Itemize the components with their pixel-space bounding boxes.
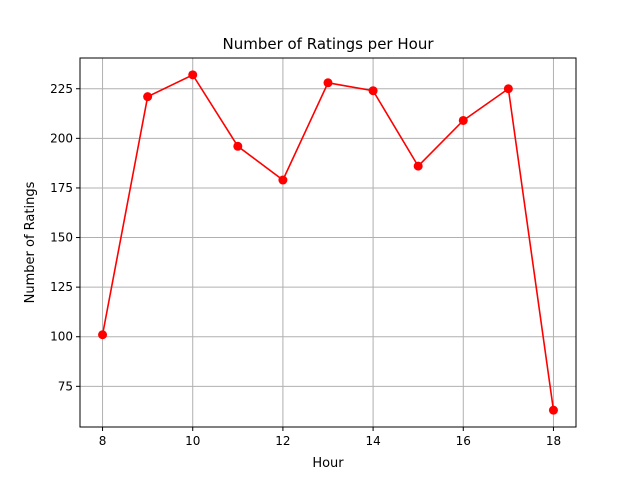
series-layer	[98, 70, 558, 415]
x-tick-label: 10	[185, 434, 200, 448]
data-point	[458, 115, 468, 125]
data-point	[143, 92, 153, 102]
y-axis-label: Number of Ratings	[23, 181, 38, 303]
data-point	[98, 330, 108, 340]
x-tick-label: 8	[99, 434, 107, 448]
x-tick-label: 16	[456, 434, 471, 448]
series-line	[101, 73, 555, 411]
y-tick-label: 175	[50, 181, 73, 195]
chart-title: Number of Ratings per Hour	[222, 35, 434, 53]
plot-frame	[79, 57, 577, 428]
y-tick-label: 125	[50, 280, 73, 294]
grid	[80, 58, 576, 427]
x-tick-label: 14	[365, 434, 380, 448]
data-point	[503, 84, 513, 94]
data-point	[368, 86, 378, 96]
data-point	[278, 175, 288, 185]
x-tick-label: 12	[275, 434, 290, 448]
y-tick-label: 100	[50, 330, 73, 344]
y-tick-label: 150	[50, 231, 73, 245]
x-tick-label: 18	[546, 434, 561, 448]
data-point	[323, 78, 333, 88]
y-tick-label: 225	[50, 82, 73, 96]
y-tick-label: 200	[50, 131, 73, 145]
data-point	[233, 141, 243, 151]
x-axis-label: Hour	[312, 456, 344, 471]
data-point	[548, 405, 558, 415]
data-point	[188, 70, 198, 80]
y-tick-label: 75	[58, 379, 73, 393]
ticks: 8 10 12 14 16 18 75 100 125 150 175 200 225	[50, 82, 561, 448]
data-point	[413, 161, 423, 171]
